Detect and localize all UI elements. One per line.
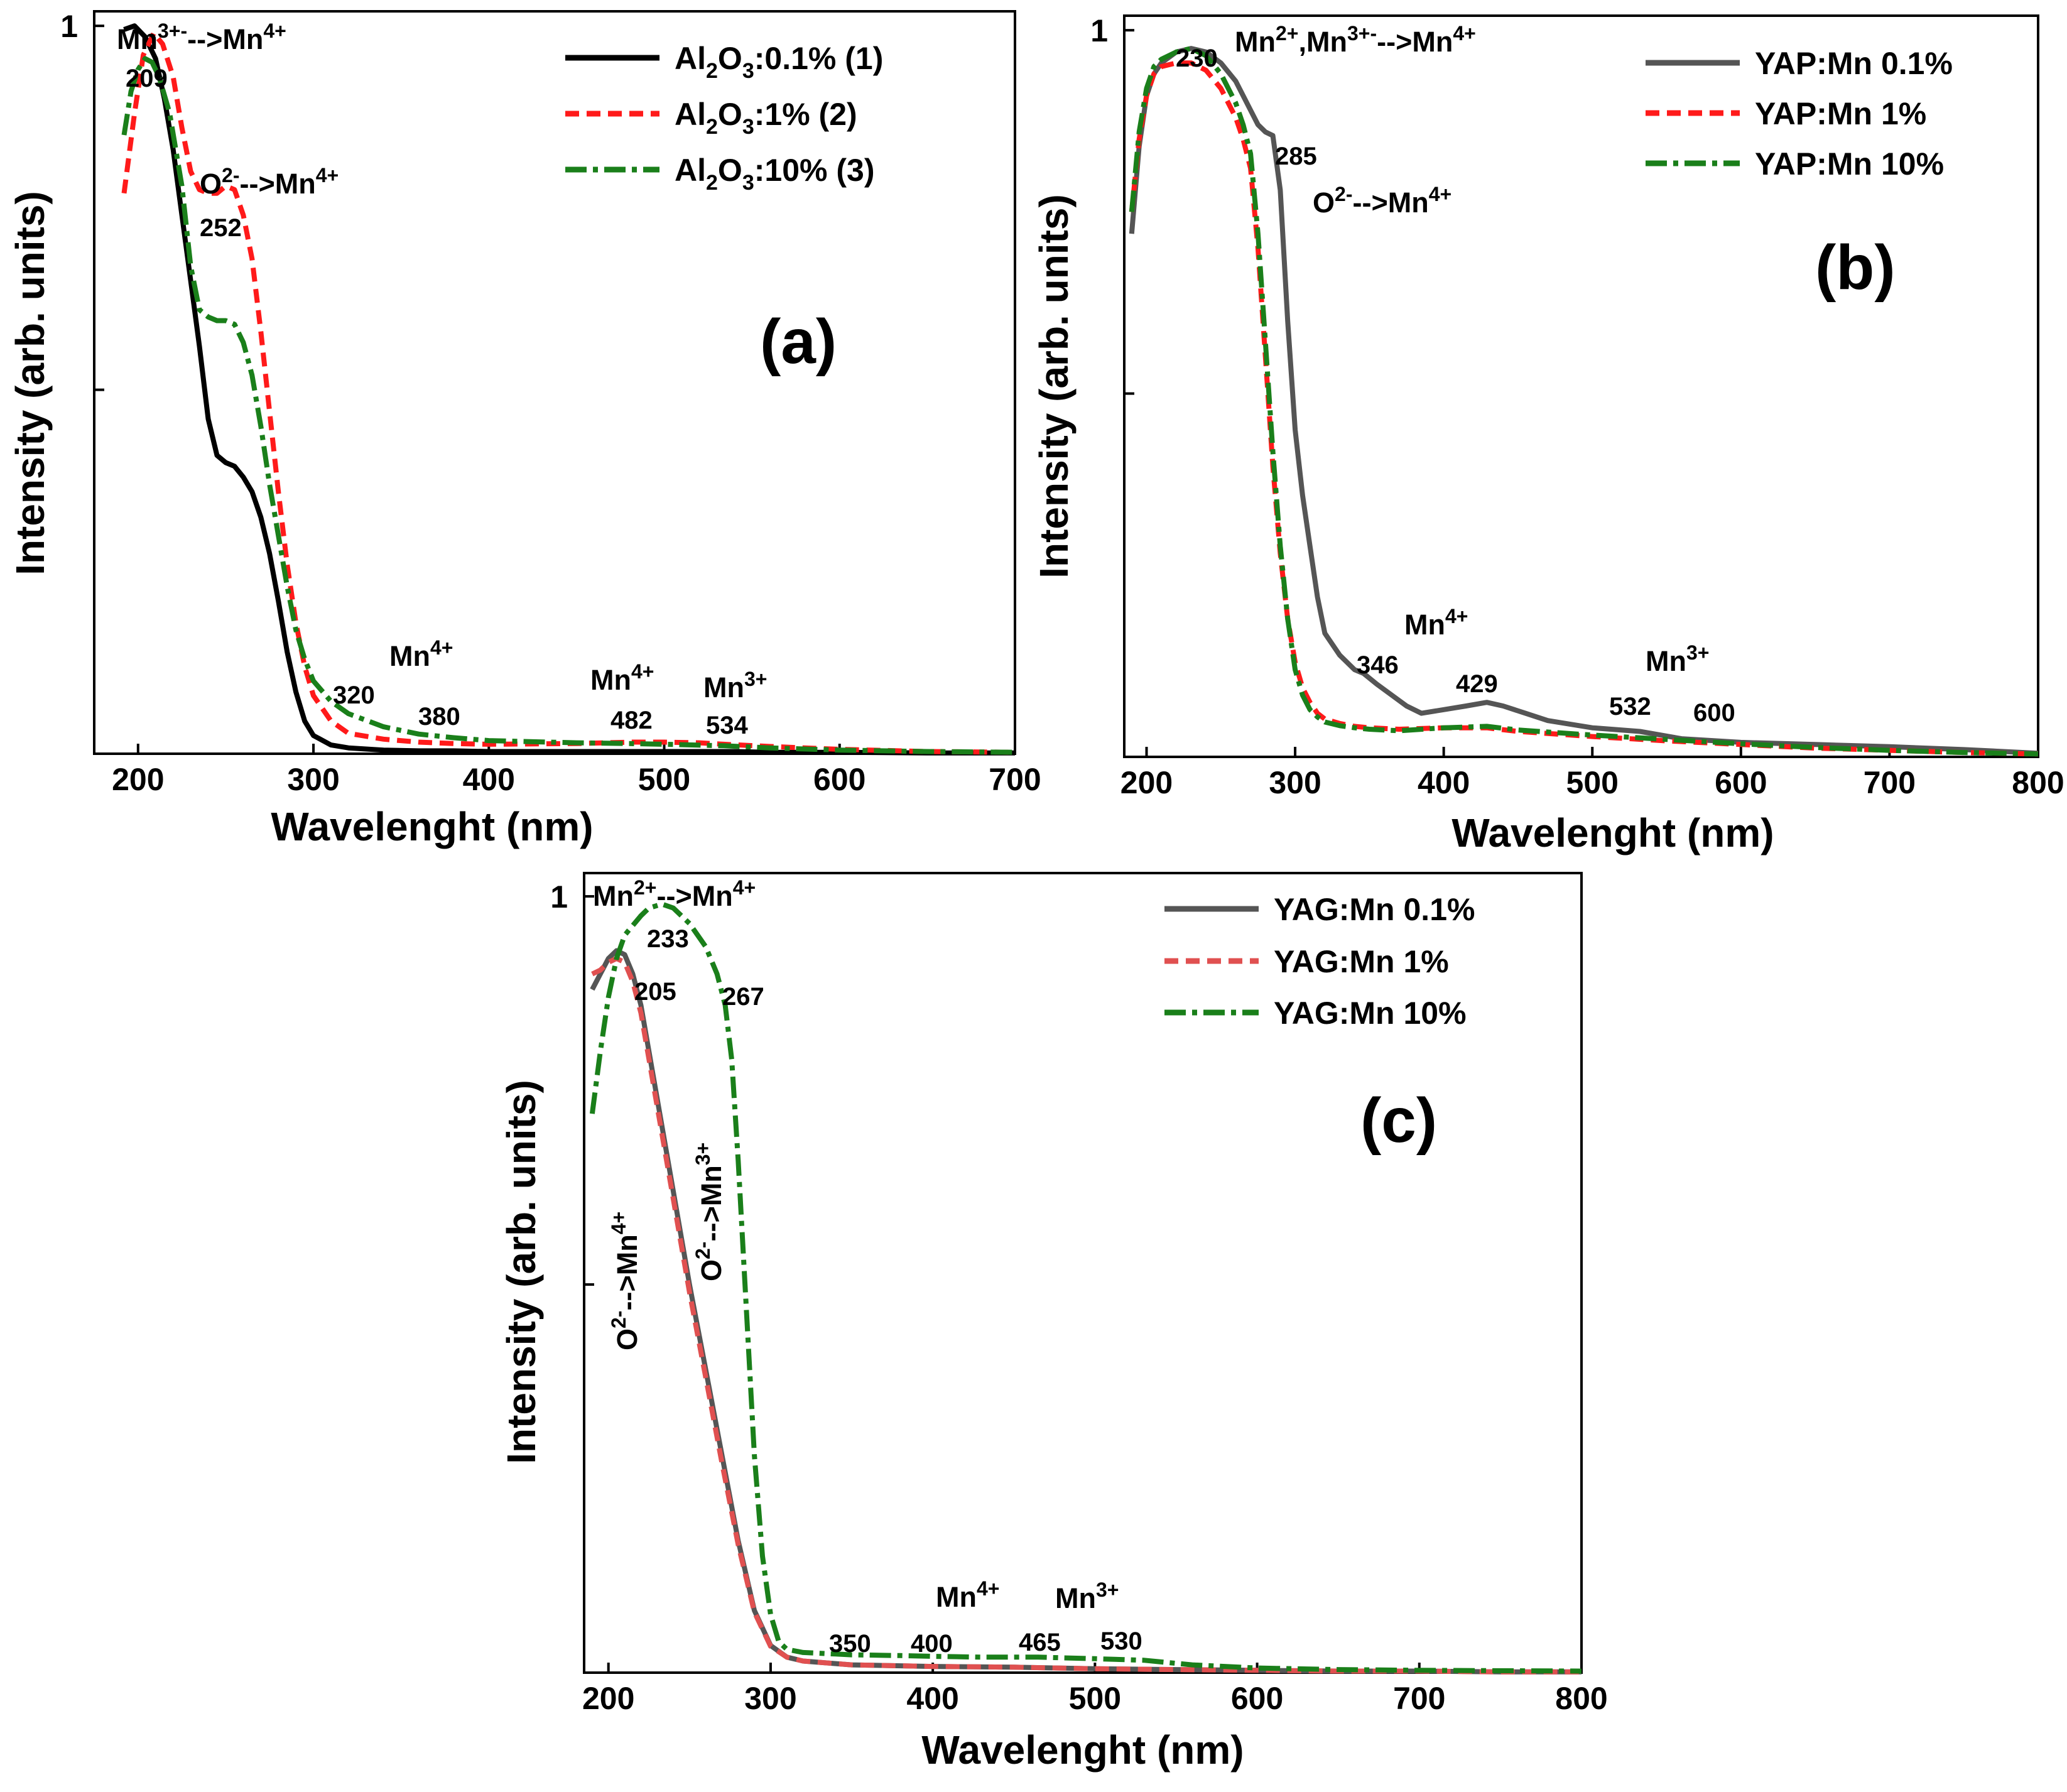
panel-a-legend: Al2O3:0.1% (1) Al2O3:1% (2) Al2O3:10% (3… xyxy=(565,41,883,195)
y-axis-title-a: Intensity (arb. units) xyxy=(8,191,53,575)
annotation-b-mn4: Mn4+ xyxy=(1404,605,1468,641)
series-line-c-1 xyxy=(591,956,1581,1675)
legend-label-a0: Al2O3:0.1% (1) xyxy=(675,41,883,83)
panel-b-legend: YAP:Mn 0.1% YAP:Mn 1% YAP:Mn 10% xyxy=(1646,46,1953,182)
annotation-b-429: 429 xyxy=(1456,670,1498,698)
x-tick-label-b: 800 xyxy=(2012,765,2064,800)
annotation-a-252: 252 xyxy=(200,214,242,242)
x-tick-label-c: 500 xyxy=(1069,1681,1121,1716)
x-axis-title-a: Wavelenght (nm) xyxy=(271,804,593,849)
y-tick-label-a: 1 xyxy=(60,9,78,44)
x-tick-label-b: 200 xyxy=(1120,765,1173,800)
panel-b-plot-area: 200 300 400 500 600 700 800 1 Wavelenght (nm) Int… xyxy=(1031,13,2064,855)
legend-label-b1: YAP:Mn 1% xyxy=(1755,96,1926,131)
series-line-a-1 xyxy=(121,30,1016,755)
y-axis-title-c: Intensity (arb. units) xyxy=(499,1080,544,1464)
annotation-c-mn2-mn4: Mn2+-->Mn4+ xyxy=(593,876,756,912)
panel-a-chart: 200 300 400 500 600 700 1 Wavelenght (nm) Intens… xyxy=(8,9,1041,849)
annotation-b-230: 230 xyxy=(1176,45,1218,72)
x-tick-label-c: 800 xyxy=(1555,1681,1607,1716)
series-line-b-2 xyxy=(1129,46,2039,757)
legend-label-b0: YAP:Mn 0.1% xyxy=(1755,46,1953,81)
annotation-a-o2-mn4: O2--->Mn4+ xyxy=(200,164,339,200)
panel-c-chart: 200 300 400 500 600 700 800 1 Wavelenght (nm) Int… xyxy=(499,872,1608,1773)
annotation-c-530: 530 xyxy=(1100,1627,1142,1655)
annotation-b-600: 600 xyxy=(1693,699,1735,727)
series-line-c-2 xyxy=(589,901,1582,1674)
annotation-c-mn3: Mn3+ xyxy=(1055,1578,1119,1614)
annotation-b-mn2-mn3-mn4: Mn2+,Mn3+--->Mn4+ xyxy=(1235,22,1476,58)
panel-c-legend: YAG:Mn 0.1% YAG:Mn 1% YAG:Mn 10% xyxy=(1164,892,1475,1031)
x-tick-label-c: 200 xyxy=(582,1681,634,1716)
annotation-a-mn3: Mn3+ xyxy=(703,668,767,703)
series-line-a-2 xyxy=(121,56,1016,755)
series-line-b-1 xyxy=(1129,60,2039,757)
annotation-c-mn4: Mn4+ xyxy=(936,1577,999,1613)
annotation-c-205: 205 xyxy=(634,978,676,1006)
x-tick-label-a: 500 xyxy=(638,762,690,797)
annotation-c-o2-mn3: O2--->Mn3+ xyxy=(692,1143,727,1281)
annotation-a-mn4-1: Mn4+ xyxy=(389,636,453,672)
legend-label-b2: YAP:Mn 10% xyxy=(1755,146,1944,182)
annotation-b-346: 346 xyxy=(1357,651,1399,679)
x-tick-label-a: 600 xyxy=(813,762,865,797)
panel-a-plot-area: 200 300 400 500 600 700 1 Wavelenght (nm) Intens… xyxy=(8,9,1041,849)
x-tick-label-b: 400 xyxy=(1418,765,1470,800)
x-tick-label-b: 700 xyxy=(1864,765,1916,800)
panel-b-chart: 200 300 400 500 600 700 800 1 Wavelenght (nm) Int… xyxy=(1031,13,2064,855)
x-tick-label-b: 500 xyxy=(1566,765,1619,800)
annotation-c-465: 465 xyxy=(1019,1629,1061,1656)
annotation-a-534: 534 xyxy=(706,712,748,739)
annotation-a-mn4-2: Mn4+ xyxy=(590,660,654,696)
annotation-c-267: 267 xyxy=(722,983,764,1011)
x-tick-label-c: 300 xyxy=(744,1681,796,1716)
annotation-b-mn3: Mn3+ xyxy=(1646,641,1709,677)
annotation-b-o2-mn4: O2--->Mn4+ xyxy=(1313,183,1451,219)
panel-a-tag: (a) xyxy=(760,307,837,377)
x-tick-label-b: 300 xyxy=(1269,765,1321,800)
x-axis-title-b: Wavelenght (nm) xyxy=(1451,810,1774,855)
annotation-a-380: 380 xyxy=(418,703,460,730)
x-tick-label-a: 200 xyxy=(112,762,164,797)
y-tick-label-b: 1 xyxy=(1090,13,1108,48)
annotation-b-532: 532 xyxy=(1609,693,1651,720)
annotation-b-285: 285 xyxy=(1275,143,1317,170)
panel-c-plot-area: 200 300 400 500 600 700 800 1 Wavelenght (nm) Int… xyxy=(499,872,1608,1773)
legend-label-c2: YAG:Mn 10% xyxy=(1274,996,1467,1031)
legend-label-c1: YAG:Mn 1% xyxy=(1274,944,1449,979)
annotation-c-400: 400 xyxy=(911,1630,953,1658)
annotation-a-mn3-mn4: Mn3+--->Mn4+ xyxy=(117,19,286,55)
y-axis-title-b: Intensity (arb. units) xyxy=(1031,194,1077,578)
x-tick-label-a: 700 xyxy=(989,762,1041,797)
annotation-a-482: 482 xyxy=(610,707,653,734)
legend-label-a1: Al2O3:1% (2) xyxy=(675,97,857,139)
plot-frame-b xyxy=(1123,14,2039,758)
x-tick-label-c: 400 xyxy=(906,1681,958,1716)
panel-b-tag: (b) xyxy=(1815,232,1896,303)
plot-frame-c xyxy=(583,872,1583,1674)
x-tick-label-b: 600 xyxy=(1715,765,1767,800)
legend-label-a2: Al2O3:10% (3) xyxy=(675,153,874,195)
annotation-a-320: 320 xyxy=(333,682,375,709)
x-tick-label-c: 600 xyxy=(1231,1681,1283,1716)
annotation-c-233: 233 xyxy=(647,925,689,953)
series-line-a-0 xyxy=(123,23,1015,756)
legend-label-c0: YAG:Mn 0.1% xyxy=(1274,892,1475,927)
x-tick-label-a: 400 xyxy=(463,762,515,797)
panel-c-tag: (c) xyxy=(1360,1085,1437,1156)
annotation-c-350: 350 xyxy=(829,1630,871,1658)
annotation-c-o2-mn4: O2--->Mn4+ xyxy=(607,1212,643,1350)
x-tick-label-a: 300 xyxy=(287,762,339,797)
x-axis-title-c: Wavelenght (nm) xyxy=(921,1727,1244,1773)
x-tick-label-c: 700 xyxy=(1393,1681,1445,1716)
y-tick-label-c: 1 xyxy=(550,879,568,915)
series-line-b-0 xyxy=(1129,46,2039,756)
annotation-a-209: 209 xyxy=(126,65,168,92)
